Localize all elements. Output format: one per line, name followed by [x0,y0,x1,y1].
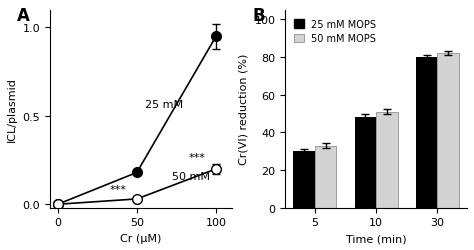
Text: A: A [17,7,30,25]
Text: B: B [252,7,265,25]
Text: ***: *** [189,152,205,162]
Bar [376,112,398,208]
Bar [438,54,459,208]
Text: 50 mM: 50 mM [172,172,210,182]
Y-axis label: ICL/plasmid: ICL/plasmid [7,77,17,142]
X-axis label: Time (min): Time (min) [346,233,406,243]
Bar [355,118,376,208]
Legend: 25 mM MOPS, 50 mM MOPS: 25 mM MOPS, 50 mM MOPS [290,16,380,48]
X-axis label: Cr (μM): Cr (μM) [120,233,162,243]
Y-axis label: Cr(VI) reduction (%): Cr(VI) reduction (%) [239,54,249,165]
Bar [315,146,336,208]
Bar [293,152,315,208]
Bar [416,58,438,208]
Text: ***: *** [109,184,127,194]
Text: 25 mM: 25 mM [145,100,183,110]
